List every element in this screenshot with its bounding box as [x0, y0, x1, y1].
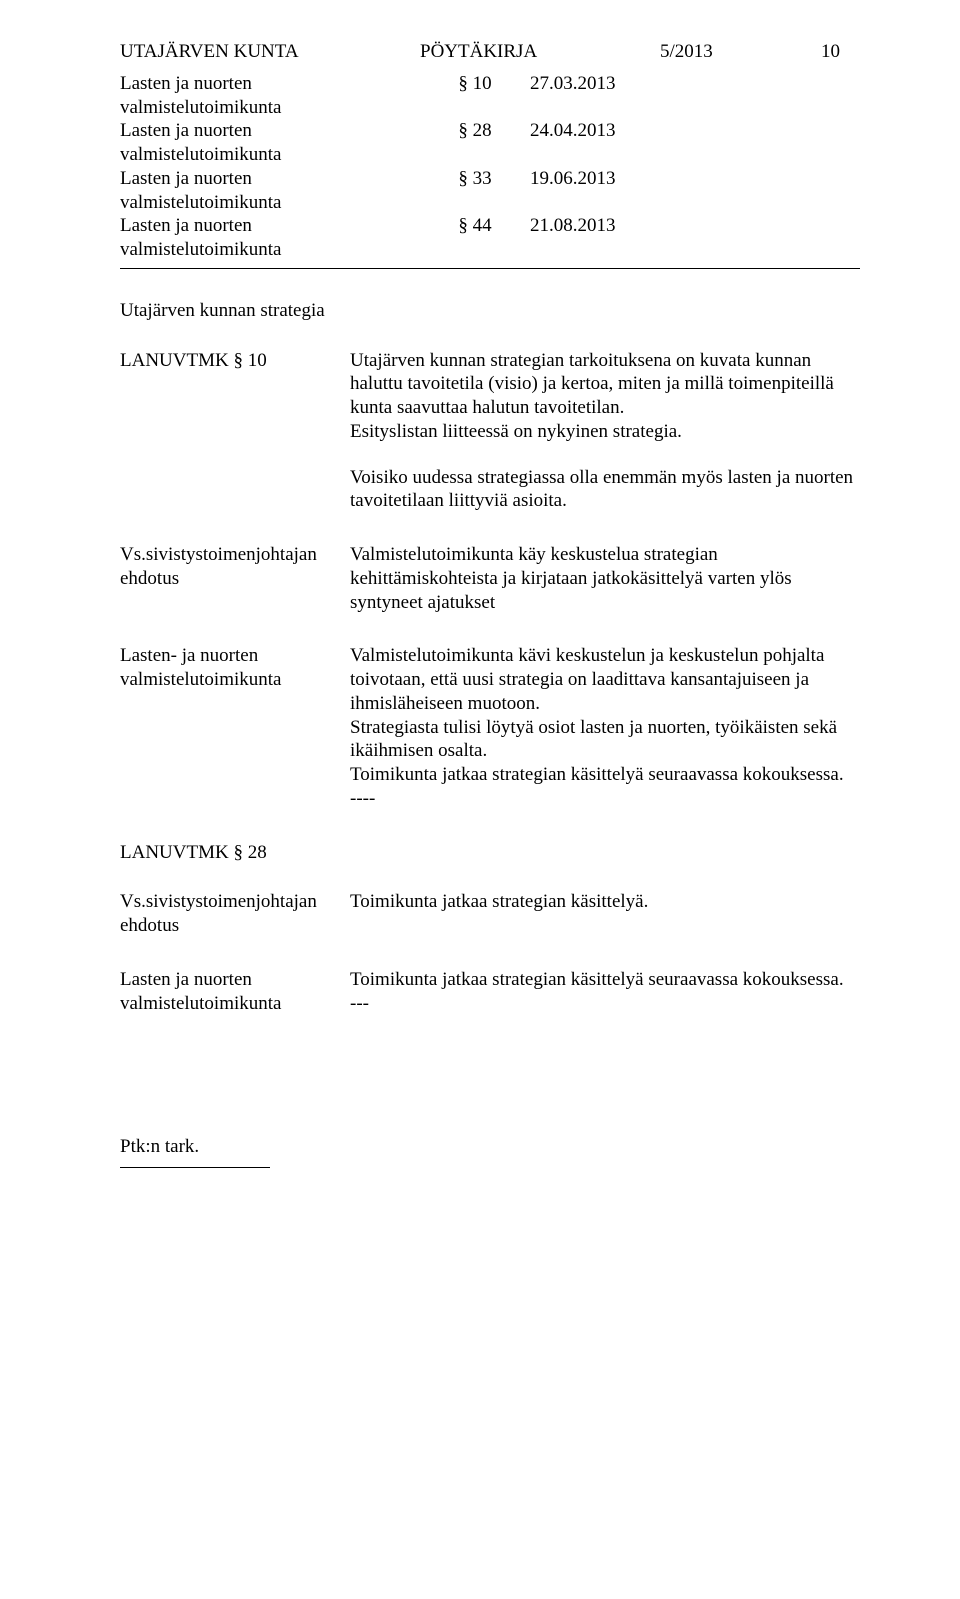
- meta-label-2: valmistelutoimikunta: [120, 238, 420, 262]
- meta-date: 24.04.2013: [530, 119, 680, 167]
- entry-left-line: valmistelutoimikunta: [120, 992, 340, 1016]
- body-text: Voisiko uudessa strategiassa olla enemmä…: [350, 466, 860, 514]
- footer-signature-line: [120, 1167, 270, 1168]
- meta-section: § 33: [420, 167, 530, 215]
- meta-label-2: valmistelutoimikunta: [120, 143, 420, 167]
- meta-label-1: Lasten ja nuorten: [120, 119, 420, 143]
- meta-row: Lasten ja nuorten valmistelutoimikunta §…: [120, 119, 860, 167]
- meta-section: § 44: [420, 214, 530, 262]
- header-pagenum: 10: [780, 40, 840, 64]
- entry-block-1: LANUVTMK § 10 Utajärven kunnan strategia…: [120, 349, 860, 514]
- body-text: Utajärven kunnan strategian tarkoituksen…: [350, 350, 834, 419]
- meta-date: 27.03.2013: [530, 72, 680, 120]
- meta-row: Lasten ja nuorten valmistelutoimikunta §…: [120, 167, 860, 215]
- header-docnum: 5/2013: [660, 40, 780, 64]
- body-text: Valmistelutoimikunta kävi keskustelun ja…: [350, 645, 824, 714]
- meta-row: Lasten ja nuorten valmistelutoimikunta §…: [120, 214, 860, 262]
- horizontal-rule: [120, 268, 860, 269]
- entry-left-line: Lasten- ja nuorten: [120, 644, 340, 668]
- strategy-title: Utajärven kunnan strategia: [120, 299, 860, 323]
- meta-date: 19.06.2013: [530, 167, 680, 215]
- body-text: Toimikunta jatkaa strategian käsittelyä …: [350, 764, 844, 785]
- meta-label-2: valmistelutoimikunta: [120, 96, 420, 120]
- entry-left-line: Lasten ja nuorten: [120, 968, 340, 992]
- entry-block-5: Vs.sivistystoimenjohtajan ehdotus Toimik…: [120, 890, 860, 938]
- meta-date: 21.08.2013: [530, 214, 680, 262]
- body-text: Toimikunta jatkaa strategian käsittelyä …: [350, 969, 844, 990]
- meta-section: § 28: [420, 119, 530, 167]
- header-org: UTAJÄRVEN KUNTA: [120, 40, 420, 64]
- separator-dashes: ----: [350, 788, 375, 809]
- meta-section: § 10: [420, 72, 530, 120]
- meta-label-2: valmistelutoimikunta: [120, 191, 420, 215]
- entry-left-line: ehdotus: [120, 914, 340, 938]
- entry-left-line: Vs.sivistystoimenjohtajan: [120, 543, 340, 567]
- meta-table: Lasten ja nuorten valmistelutoimikunta §…: [120, 72, 860, 262]
- entry-left-line: valmistelutoimikunta: [120, 668, 340, 692]
- body-text: Toimikunta jatkaa strategian käsittelyä.: [350, 890, 860, 914]
- entry-block-3: Lasten- ja nuorten valmistelutoimikunta …: [120, 644, 860, 810]
- footer: Ptk:n tark.: [120, 1135, 860, 1168]
- header-doctype: PÖYTÄKIRJA: [420, 40, 660, 64]
- entry-left-line: ehdotus: [120, 567, 340, 591]
- entry-block-6: Lasten ja nuorten valmistelutoimikunta T…: [120, 968, 860, 1016]
- body-text: Strategiasta tulisi löytyä osiot lasten …: [350, 717, 837, 762]
- meta-row: Lasten ja nuorten valmistelutoimikunta §…: [120, 72, 860, 120]
- meta-label-1: Lasten ja nuorten: [120, 214, 420, 238]
- entry-heading: LANUVTMK § 28: [120, 841, 860, 865]
- footer-label: Ptk:n tark.: [120, 1135, 860, 1159]
- doc-header: UTAJÄRVEN KUNTA PÖYTÄKIRJA 5/2013 10: [120, 40, 860, 64]
- body-text: Valmistelutoimikunta käy keskustelua str…: [350, 543, 860, 614]
- body-text: Esityslistan liitteessä on nykyinen stra…: [350, 421, 682, 442]
- entry-heading: LANUVTMK § 10: [120, 349, 340, 373]
- entry-left-line: Vs.sivistystoimenjohtajan: [120, 890, 340, 914]
- entry-block-2: Vs.sivistystoimenjohtajan ehdotus Valmis…: [120, 543, 860, 614]
- meta-label-1: Lasten ja nuorten: [120, 167, 420, 191]
- separator-dashes: ---: [350, 993, 369, 1014]
- meta-label-1: Lasten ja nuorten: [120, 72, 420, 96]
